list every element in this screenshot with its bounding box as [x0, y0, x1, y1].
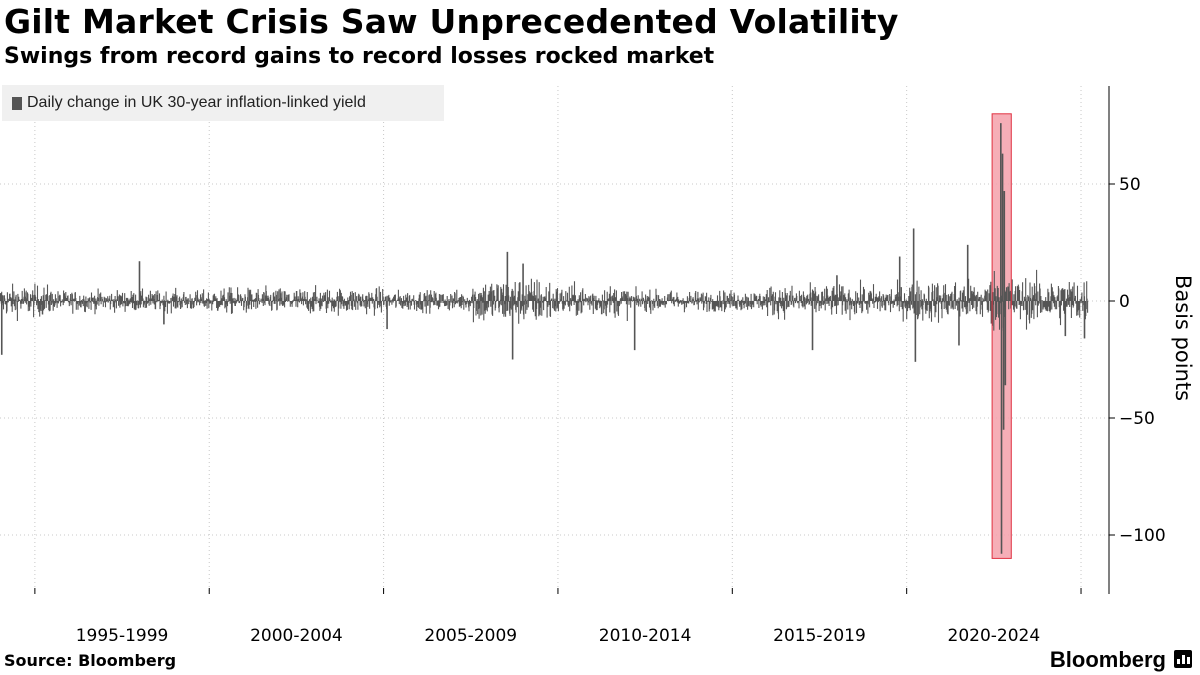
- x-tick-label: 1995-1999: [76, 626, 169, 646]
- x-axis: 1995-1999 2000-2004 2005-2009 2010-2014 2015…: [34, 588, 1082, 646]
- highlight-border-layer: [991, 113, 1012, 559]
- source-note: Source: Bloomberg: [4, 651, 177, 670]
- bar-series-body: [0, 269, 1089, 331]
- highlight-box-border: [991, 113, 1012, 559]
- y-tick-label: 0: [1119, 292, 1130, 312]
- y-axis: 50 0 −50 −100: [1108, 86, 1166, 594]
- x-tick-label: 2020-2024: [948, 626, 1041, 646]
- chart-title: Gilt Market Crisis Saw Unprecedented Vol…: [4, 2, 899, 41]
- y-axis-title: Basis points: [1171, 275, 1195, 401]
- brand-logo: Bloomberg: [1049, 647, 1166, 672]
- y-tick-label: 50: [1119, 175, 1141, 195]
- chart-subtitle: Swings from record gains to record losse…: [4, 44, 715, 69]
- x-tick-label: 2005-2009: [424, 626, 517, 646]
- y-tick-label: −100: [1119, 526, 1166, 546]
- x-tick-label: 2000-2004: [250, 626, 343, 646]
- x-tick-label: 2015-2019: [773, 626, 866, 646]
- legend-label: Daily change in UK 30-year inflation-lin…: [27, 94, 366, 111]
- legend-swatch: [12, 96, 22, 110]
- y-tick-label: −50: [1119, 409, 1155, 429]
- bar-series: [0, 123, 1089, 554]
- x-tick-label: 2010-2014: [599, 626, 692, 646]
- gridlines: [0, 86, 1109, 594]
- bar-chart-icon: [1174, 650, 1192, 668]
- legend: Daily change in UK 30-year inflation-lin…: [2, 85, 444, 121]
